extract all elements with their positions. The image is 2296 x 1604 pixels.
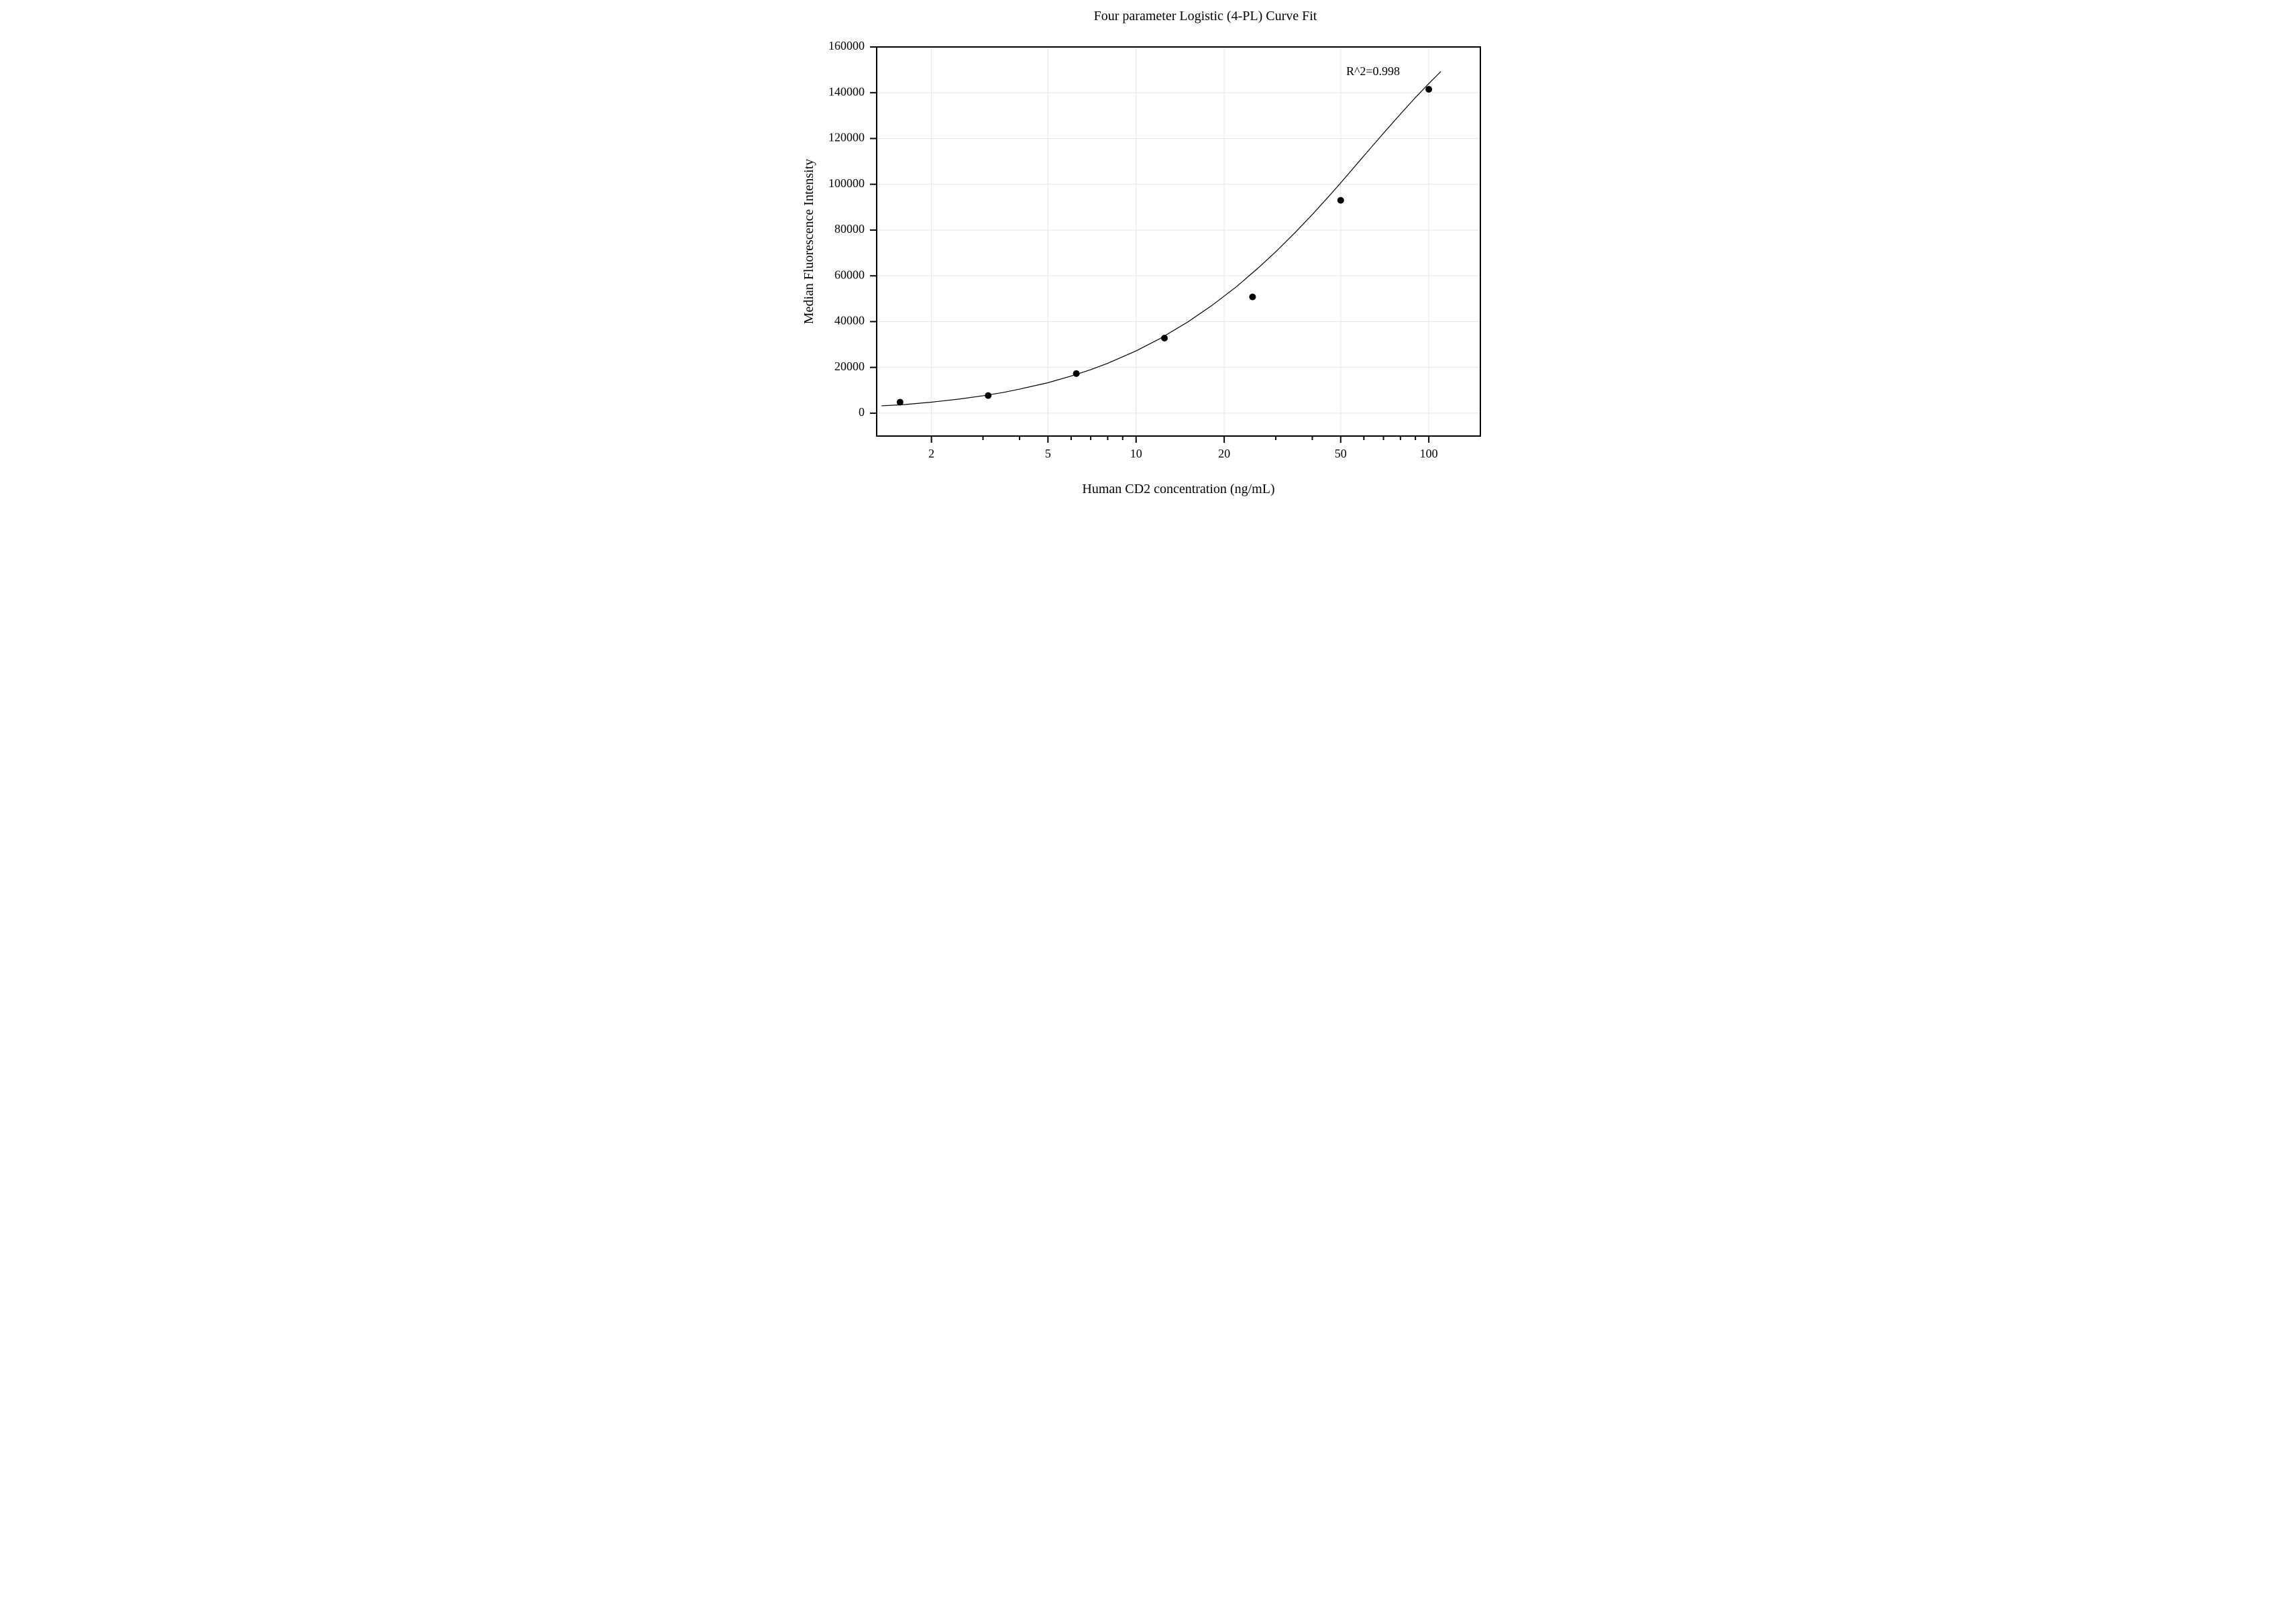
y-tick-label: 160000 (828, 39, 865, 52)
y-tick-label: 80000 (834, 222, 865, 235)
y-tick-label: 140000 (828, 85, 865, 98)
data-point (1161, 335, 1168, 341)
y-tick-label: 60000 (834, 268, 865, 281)
r-squared-annotation: R^2=0.998 (1346, 64, 1399, 78)
data-point (1249, 294, 1256, 301)
y-tick-label: 20000 (834, 360, 865, 373)
y-tick-label: 40000 (834, 314, 865, 327)
data-point (1073, 370, 1079, 377)
chart-container: 0 20000 40000 60000 80000 100000 120000 140000 1… (746, 0, 1551, 562)
x-tick-label: 5 (1044, 447, 1050, 460)
x-tick-label: 100 (1419, 447, 1437, 460)
chart-background (746, 0, 1551, 562)
data-point (985, 392, 991, 399)
x-tick-label: 20 (1218, 447, 1230, 460)
data-point (1337, 197, 1344, 204)
chart-svg: 0 20000 40000 60000 80000 100000 120000 140000 1… (746, 0, 1551, 562)
chart-title: Four parameter Logistic (4-PL) Curve Fit (1093, 9, 1317, 23)
x-tick-label: 50 (1334, 447, 1346, 460)
y-tick-label: 100000 (828, 176, 865, 190)
y-axis-label: Median Fluorescence Intensity (802, 159, 816, 325)
y-tick-label: 120000 (828, 131, 865, 144)
y-tick-label: 0 (859, 405, 865, 419)
x-axis-label: Human CD2 concentration (ng/mL) (1082, 482, 1274, 496)
x-tick-label: 10 (1130, 447, 1142, 460)
x-tick-label: 2 (928, 447, 934, 460)
data-point (896, 399, 903, 406)
data-point (1425, 86, 1432, 93)
